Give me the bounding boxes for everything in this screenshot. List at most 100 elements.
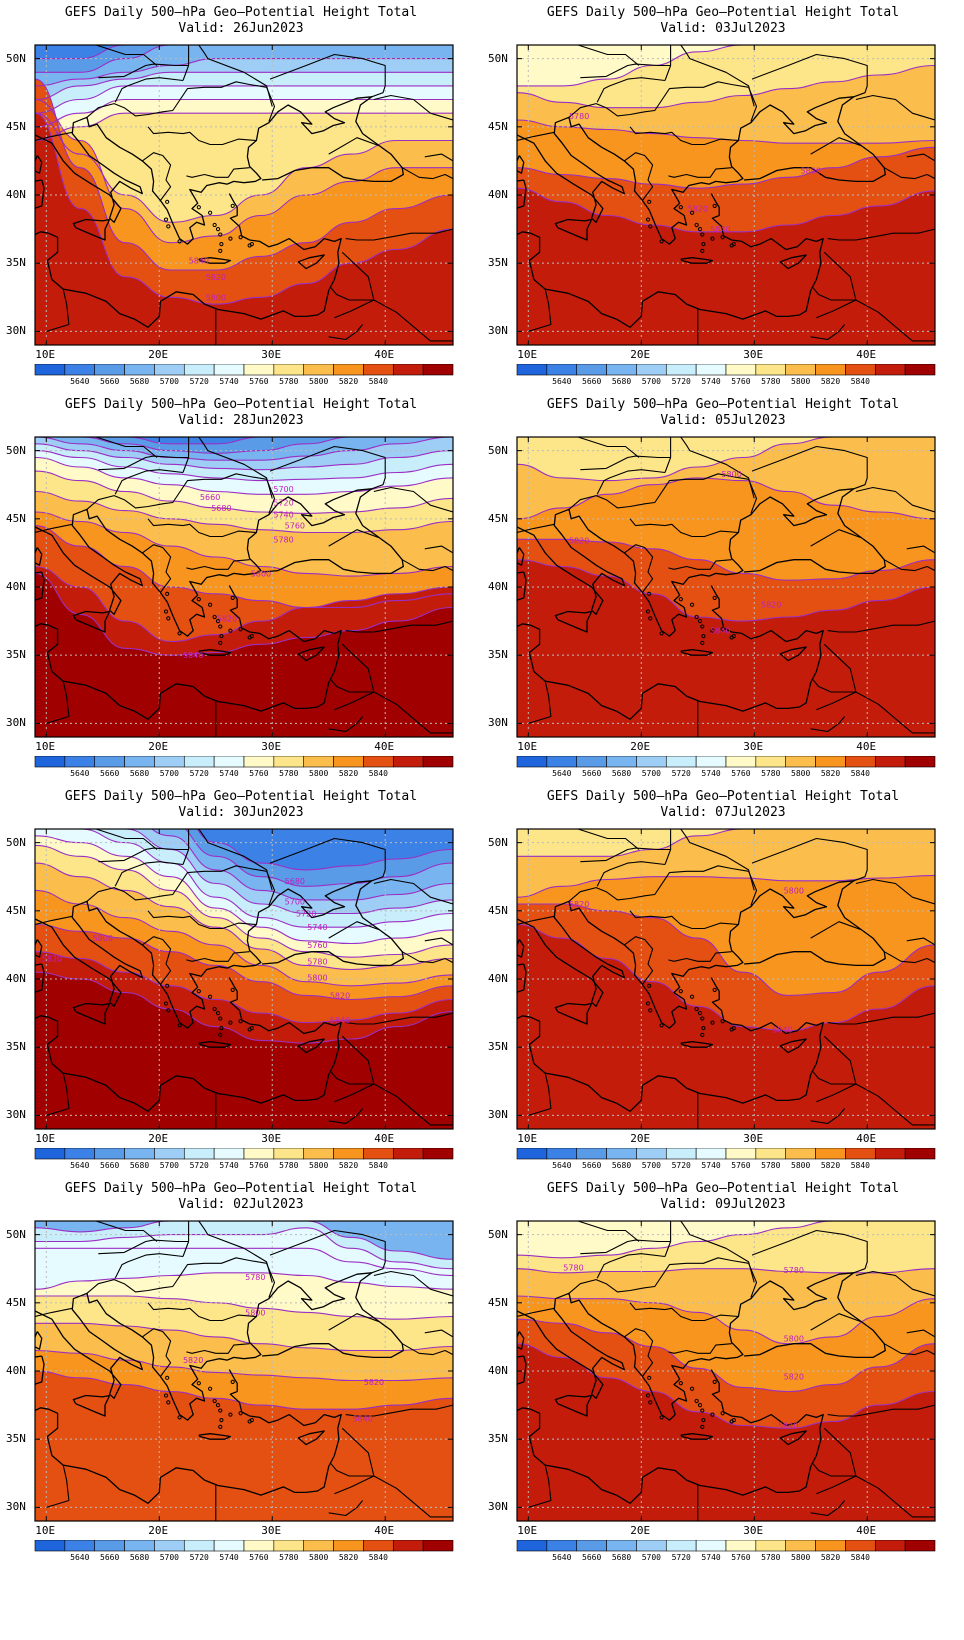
country-border (345, 620, 453, 633)
contour-line (35, 112, 453, 223)
coastline (35, 939, 43, 958)
longitude-label: 40E (856, 1132, 877, 1145)
island (219, 1417, 224, 1423)
map-panel: GEFS Daily 500–hPa Geo–Potential Height … (0, 784, 482, 1194)
contour-label: 5820 (183, 1356, 203, 1365)
colorbar-swatch (273, 364, 305, 376)
latitude-label: 40N (488, 972, 508, 985)
island (163, 1393, 169, 1398)
colorbar-swatch (874, 1148, 906, 1160)
island (219, 241, 224, 247)
island (219, 633, 224, 639)
country-border (751, 837, 868, 882)
colorbar-label: 5700 (159, 377, 179, 386)
height-map: 5780 5780 5800 5820 5840 (516, 1220, 936, 1522)
contour-label: 5720 (273, 498, 293, 507)
contour-line (35, 889, 453, 987)
colorbar-label: 5740 (219, 1553, 239, 1562)
country-border (424, 153, 453, 162)
latitude-label: 30N (6, 716, 26, 730)
colorbar-swatch (333, 756, 364, 768)
colorbar-swatch (725, 364, 757, 376)
island (648, 1400, 653, 1405)
island (701, 633, 706, 639)
island (700, 1408, 705, 1413)
contour-line (35, 78, 453, 271)
island (218, 232, 223, 237)
colorbar-swatch (874, 756, 906, 768)
colorbar-label: 5740 (219, 1161, 239, 1170)
colorbar-swatch (665, 1540, 697, 1552)
country-border (577, 45, 640, 66)
country-border (751, 445, 868, 490)
island (249, 633, 255, 639)
colorbar-label: 5760 (249, 1553, 269, 1562)
coastline (517, 96, 886, 245)
coastline (554, 1002, 593, 1025)
colorbar (34, 1540, 454, 1552)
contour-line (35, 844, 453, 958)
island (659, 239, 664, 244)
island (163, 1001, 169, 1006)
coastline (297, 1038, 325, 1054)
colorbar-swatch (546, 364, 578, 376)
colorbar-swatch (183, 1540, 215, 1552)
longitude-label: 30E (743, 1524, 764, 1537)
island (648, 224, 653, 229)
country-border (269, 445, 386, 490)
coastline (35, 547, 43, 566)
country-border (35, 1307, 73, 1318)
island (230, 987, 235, 993)
colorbar-label: 5700 (641, 769, 661, 778)
colorbar-swatch (392, 756, 424, 768)
country-border (328, 529, 380, 547)
contour-line (35, 437, 453, 461)
coastline (35, 193, 342, 328)
colorbar-swatch (606, 1148, 637, 1160)
longitude-label: 20E (148, 1524, 169, 1537)
island (645, 1001, 651, 1006)
country-border (577, 1221, 640, 1242)
country-border (86, 1257, 276, 1298)
country-border (517, 131, 555, 142)
colorbar-swatch (695, 364, 727, 376)
colorbar-label: 5680 (611, 377, 632, 386)
longitude-label: 20E (630, 740, 651, 753)
longitude-label: 20E (148, 740, 169, 753)
country-border (810, 1500, 846, 1517)
colorbar-label: 5800 (309, 377, 329, 386)
colorbar-label: 5640 (552, 1161, 572, 1170)
contour-label: 5720 (296, 910, 316, 919)
colorbar-swatch (904, 1540, 936, 1552)
latitude-label: 30N (488, 1108, 508, 1122)
island (648, 1008, 653, 1013)
coastline (35, 1331, 43, 1350)
colorbar-label: 5660 (582, 1553, 602, 1562)
coastline (35, 1369, 342, 1504)
longitude-label: 10E (35, 1524, 56, 1537)
island (166, 616, 171, 621)
longitude-label: 20E (148, 348, 169, 361)
longitude-label: 40E (374, 740, 395, 753)
country-border (751, 53, 868, 98)
contour-line (35, 971, 453, 1044)
country-border (629, 1302, 739, 1322)
coastline (680, 649, 714, 656)
country-border (580, 63, 671, 79)
coastline (517, 585, 824, 720)
country-border (95, 45, 158, 66)
coastline (779, 254, 807, 270)
island (710, 236, 715, 241)
longitude-label: 10E (517, 1524, 538, 1537)
country-border (810, 529, 862, 547)
colorbar-label: 5700 (641, 1161, 661, 1170)
colorbar-label: 5720 (671, 769, 691, 778)
panel-title: GEFS Daily 500–hPa Geo–Potential Height … (64, 789, 418, 804)
colorbar-label: 5800 (791, 1553, 811, 1562)
colorbar-swatch (213, 756, 245, 768)
longitude-label: 10E (35, 1132, 56, 1145)
height-map: 5800 5820 5840 (516, 828, 936, 1130)
island (166, 1008, 171, 1013)
contour-label: 5840 (183, 651, 203, 660)
longitude-label: 40E (374, 348, 395, 361)
